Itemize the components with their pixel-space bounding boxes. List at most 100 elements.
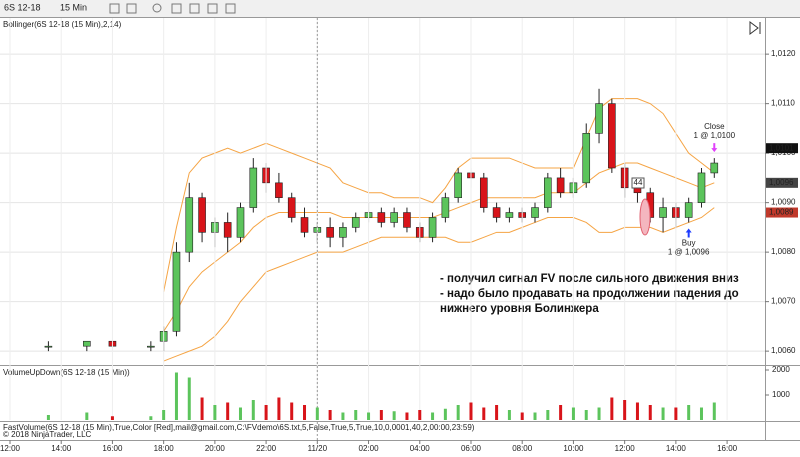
price-marker bbox=[766, 207, 798, 218]
candle-body bbox=[710, 162, 719, 174]
candle-body bbox=[684, 202, 693, 218]
candle-body bbox=[454, 172, 462, 198]
volume-bar bbox=[226, 402, 230, 420]
instrument-selector[interactable]: 6S 12-18 bbox=[4, 2, 41, 12]
candle-body bbox=[198, 197, 206, 233]
footer-label: FastVolume(6S 12-18 (15 Min),True,Color … bbox=[3, 423, 475, 432]
x-tick-label: 06:00 bbox=[461, 444, 482, 453]
bollinger-band bbox=[163, 162, 715, 332]
trade-arrow bbox=[711, 143, 718, 153]
price-marker bbox=[766, 143, 798, 154]
candle-body bbox=[479, 177, 488, 208]
candle-body bbox=[492, 207, 501, 218]
scroll-end-button[interactable] bbox=[749, 21, 761, 35]
volume-bar bbox=[661, 407, 665, 420]
volume-bar bbox=[533, 412, 537, 420]
volume-bar bbox=[610, 397, 614, 420]
candle-body bbox=[83, 340, 91, 347]
volume-bar bbox=[469, 402, 473, 420]
trade-text: 1 @ 1,0100 bbox=[694, 131, 736, 140]
candle-body bbox=[339, 227, 347, 238]
volume-bar bbox=[379, 410, 383, 420]
candle-body bbox=[287, 197, 296, 218]
volume-bar bbox=[559, 405, 563, 420]
y-tick-label: 1,0080 bbox=[771, 247, 796, 256]
bollinger-band bbox=[163, 207, 715, 362]
candle-body bbox=[608, 103, 616, 169]
x-tick-label: 20:00 bbox=[205, 444, 226, 453]
volume-bar bbox=[687, 405, 691, 420]
annotation: - надо было продавать на продолжении пад… bbox=[440, 288, 739, 300]
candle-body bbox=[697, 172, 706, 203]
volume-bar bbox=[341, 412, 345, 420]
candle-body bbox=[659, 207, 667, 218]
candle-body bbox=[351, 217, 360, 228]
candle-body bbox=[236, 207, 245, 238]
bar-count-label: 44 bbox=[634, 178, 643, 187]
volume-bar bbox=[149, 416, 153, 420]
volume-bar bbox=[571, 407, 575, 420]
volume-bar bbox=[354, 410, 358, 420]
candle-body bbox=[556, 177, 565, 194]
trade-label: Close bbox=[704, 122, 725, 131]
y2-tick-label: 1000 bbox=[772, 390, 790, 399]
volume-bar bbox=[584, 410, 588, 420]
volume-bar bbox=[328, 410, 332, 420]
y2-tick-label: 2000 bbox=[772, 365, 790, 374]
price-marker-label: 1,0096 bbox=[769, 178, 794, 187]
candle-body bbox=[223, 222, 232, 238]
volume-bar bbox=[648, 405, 652, 420]
toolbar bbox=[0, 0, 800, 17]
candle-body bbox=[249, 167, 258, 208]
volume-bar bbox=[200, 397, 204, 420]
volume-bar bbox=[315, 407, 319, 420]
trade-text: 1 @ 1,0096 bbox=[668, 248, 710, 257]
volume-bar bbox=[456, 405, 460, 420]
volume-bar bbox=[392, 411, 396, 420]
annotation: нижнего уровня Болинжера bbox=[440, 303, 599, 315]
volume-bar bbox=[495, 405, 499, 420]
candle-body bbox=[185, 197, 194, 253]
volume-bar bbox=[431, 412, 435, 420]
x-tick-label: 08:00 bbox=[512, 444, 533, 453]
candle-body bbox=[531, 207, 539, 218]
candle-body bbox=[428, 217, 437, 238]
volume-bar bbox=[443, 408, 447, 420]
x-tick-label: 02:00 bbox=[359, 444, 380, 453]
candle-body bbox=[441, 197, 450, 218]
x-tick-label: 22:00 bbox=[256, 444, 277, 453]
trade-label: Buy bbox=[682, 239, 696, 248]
bollinger-band bbox=[163, 98, 715, 292]
candle-body bbox=[377, 212, 386, 223]
candle-body bbox=[172, 251, 181, 332]
x-tick-label: 14:00 bbox=[51, 444, 72, 453]
volume-bar bbox=[264, 405, 268, 420]
candle-body bbox=[44, 345, 53, 348]
volume-bar bbox=[238, 407, 242, 420]
volume-bar bbox=[213, 405, 217, 420]
candle-body bbox=[595, 103, 603, 134]
x-tick-label: 10:00 bbox=[563, 444, 584, 453]
x-tick-label: 16:00 bbox=[102, 444, 123, 453]
volume-bar bbox=[546, 410, 550, 420]
toolbar-icons bbox=[109, 3, 236, 14]
trade-arrow bbox=[685, 228, 692, 238]
volume-bar bbox=[110, 416, 114, 420]
y-tick-label: 1,0060 bbox=[771, 346, 796, 355]
candle-body bbox=[505, 212, 514, 218]
x-tick-label: 12:00 bbox=[615, 444, 636, 453]
interval-selector[interactable]: 15 Min bbox=[60, 2, 87, 12]
volume-bar bbox=[251, 400, 255, 420]
volume-bar bbox=[174, 372, 178, 420]
volume-bar bbox=[674, 407, 678, 420]
indicator-label: Bollinger(6S 12-18 (15 Min),2,14) bbox=[3, 20, 122, 29]
candle-body bbox=[275, 182, 283, 198]
volume-bar bbox=[187, 377, 191, 420]
volume-bar bbox=[520, 412, 524, 420]
y-tick-label: 1,0070 bbox=[771, 297, 796, 306]
volume-bar bbox=[367, 412, 371, 420]
candle-body bbox=[147, 345, 155, 348]
price-marker-label: 1,0089 bbox=[769, 208, 794, 217]
annotation: - получил сигнал FV после сильного движе… bbox=[440, 273, 739, 285]
